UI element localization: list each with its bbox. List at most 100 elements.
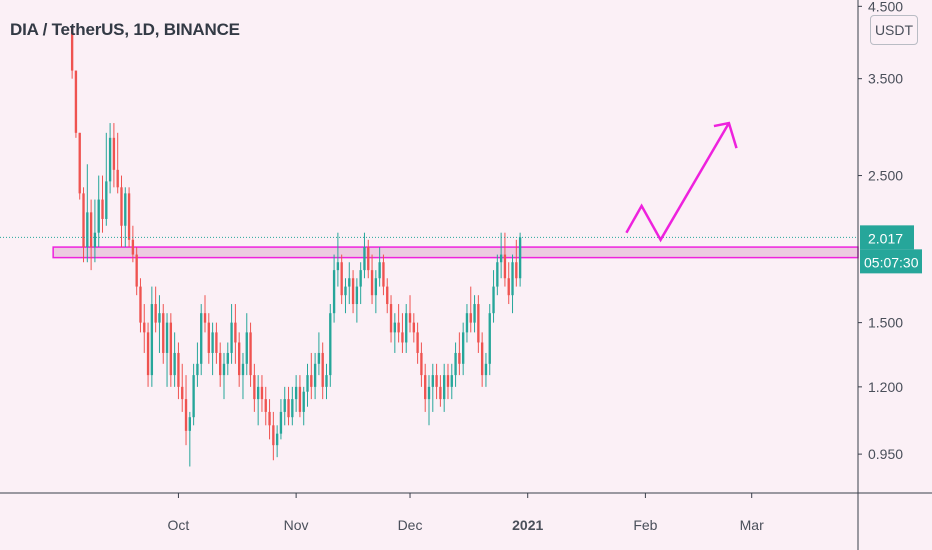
candle-body [268, 411, 271, 426]
candle-body [234, 322, 237, 343]
candle-body [177, 352, 180, 387]
candle-body [484, 363, 488, 376]
candle-body [135, 254, 138, 287]
candle-body [480, 342, 484, 376]
candle-body [165, 322, 169, 353]
x-tick-label: Nov [284, 517, 309, 533]
candle-body [108, 137, 112, 182]
currency-button[interactable]: USDT [870, 15, 918, 45]
candle-body [477, 304, 480, 343]
candle-body [127, 193, 131, 240]
candle-body [439, 386, 442, 400]
countdown-text: 05:07:30 [864, 254, 919, 270]
y-tick-label: 1.500 [868, 315, 903, 331]
candle-body [518, 237, 522, 279]
candle-body [427, 386, 431, 400]
candle-body [230, 322, 233, 353]
candle-body [321, 352, 324, 387]
candle-body [260, 386, 264, 400]
candle-body [302, 391, 305, 412]
candle-body [143, 322, 146, 333]
chart-title: DIA / TetherUS, 1D, BINANCE [10, 20, 240, 39]
candle-body [74, 70, 78, 133]
candle-body [192, 375, 195, 418]
candle-body [116, 169, 119, 188]
candle-body [188, 417, 191, 431]
candle-body [416, 332, 419, 353]
countdown-box [860, 249, 922, 274]
candle-body [507, 278, 510, 296]
candle-body [294, 386, 298, 400]
candle-body [431, 375, 434, 387]
candle-body [150, 304, 154, 376]
candle-body [389, 304, 393, 333]
candle-body [329, 313, 332, 376]
candle-body [283, 399, 286, 412]
candle-body [412, 322, 415, 333]
candle-body [450, 375, 453, 387]
resistance-zone [52, 246, 859, 259]
candle-body [203, 313, 207, 323]
candle-body [378, 262, 381, 279]
candle-body [503, 254, 507, 279]
candle-body [298, 386, 302, 412]
x-tick-label: 2021 [512, 517, 543, 533]
candle-body [435, 375, 438, 387]
candle-body [382, 262, 385, 287]
candle-body [488, 313, 491, 364]
candle-body [162, 313, 165, 353]
candle-body [222, 363, 226, 376]
candle-body [473, 304, 476, 323]
candle-body [310, 375, 313, 387]
candle-body [401, 332, 404, 343]
candle-body [408, 313, 412, 323]
candle-body [245, 332, 248, 364]
candle-body [200, 313, 203, 364]
candle-body [397, 322, 400, 333]
candle-body [112, 137, 116, 170]
candle-body [184, 399, 188, 431]
candle-body [181, 386, 184, 400]
candle-body [146, 332, 150, 376]
projected-path [625, 122, 730, 243]
y-tick-label: 1.200 [868, 379, 903, 395]
candle-body [461, 332, 465, 364]
candle-body [154, 304, 157, 323]
candle-body [238, 342, 241, 376]
candle-body [317, 352, 321, 364]
candle-body [241, 363, 245, 376]
candle-body [173, 352, 176, 376]
price-label-text: 2.017 [868, 230, 903, 246]
candle-body [131, 239, 135, 255]
candle-body [370, 270, 374, 296]
candle-body [264, 399, 267, 412]
candle-body [306, 375, 309, 392]
candle-body [496, 262, 499, 287]
candle-body [348, 278, 351, 287]
resistance-zone-layer [52, 246, 859, 259]
candle-body [393, 322, 397, 333]
candle-body [332, 270, 336, 314]
candle-body [275, 433, 279, 446]
candle-body [124, 193, 127, 226]
x-tick-label: Oct [168, 517, 190, 533]
candle-body [211, 332, 214, 353]
candle-body [367, 247, 370, 271]
candle-body [207, 322, 210, 353]
candle-body [340, 262, 343, 296]
candle-body [458, 352, 461, 364]
candle-body [499, 254, 503, 263]
annotation-layer: 2.017 05:07:30 [0, 121, 922, 274]
candle-body [249, 332, 252, 376]
x-tick-label: Dec [398, 517, 423, 533]
candle-body [386, 286, 389, 305]
candle-body [86, 212, 89, 248]
y-tick-label: 0.950 [868, 446, 903, 462]
arrow-head [713, 121, 738, 149]
candle-body [219, 352, 222, 376]
candle-body [78, 132, 81, 194]
candle-body [313, 363, 317, 387]
candle-body [336, 262, 340, 271]
candle-body [344, 286, 347, 296]
